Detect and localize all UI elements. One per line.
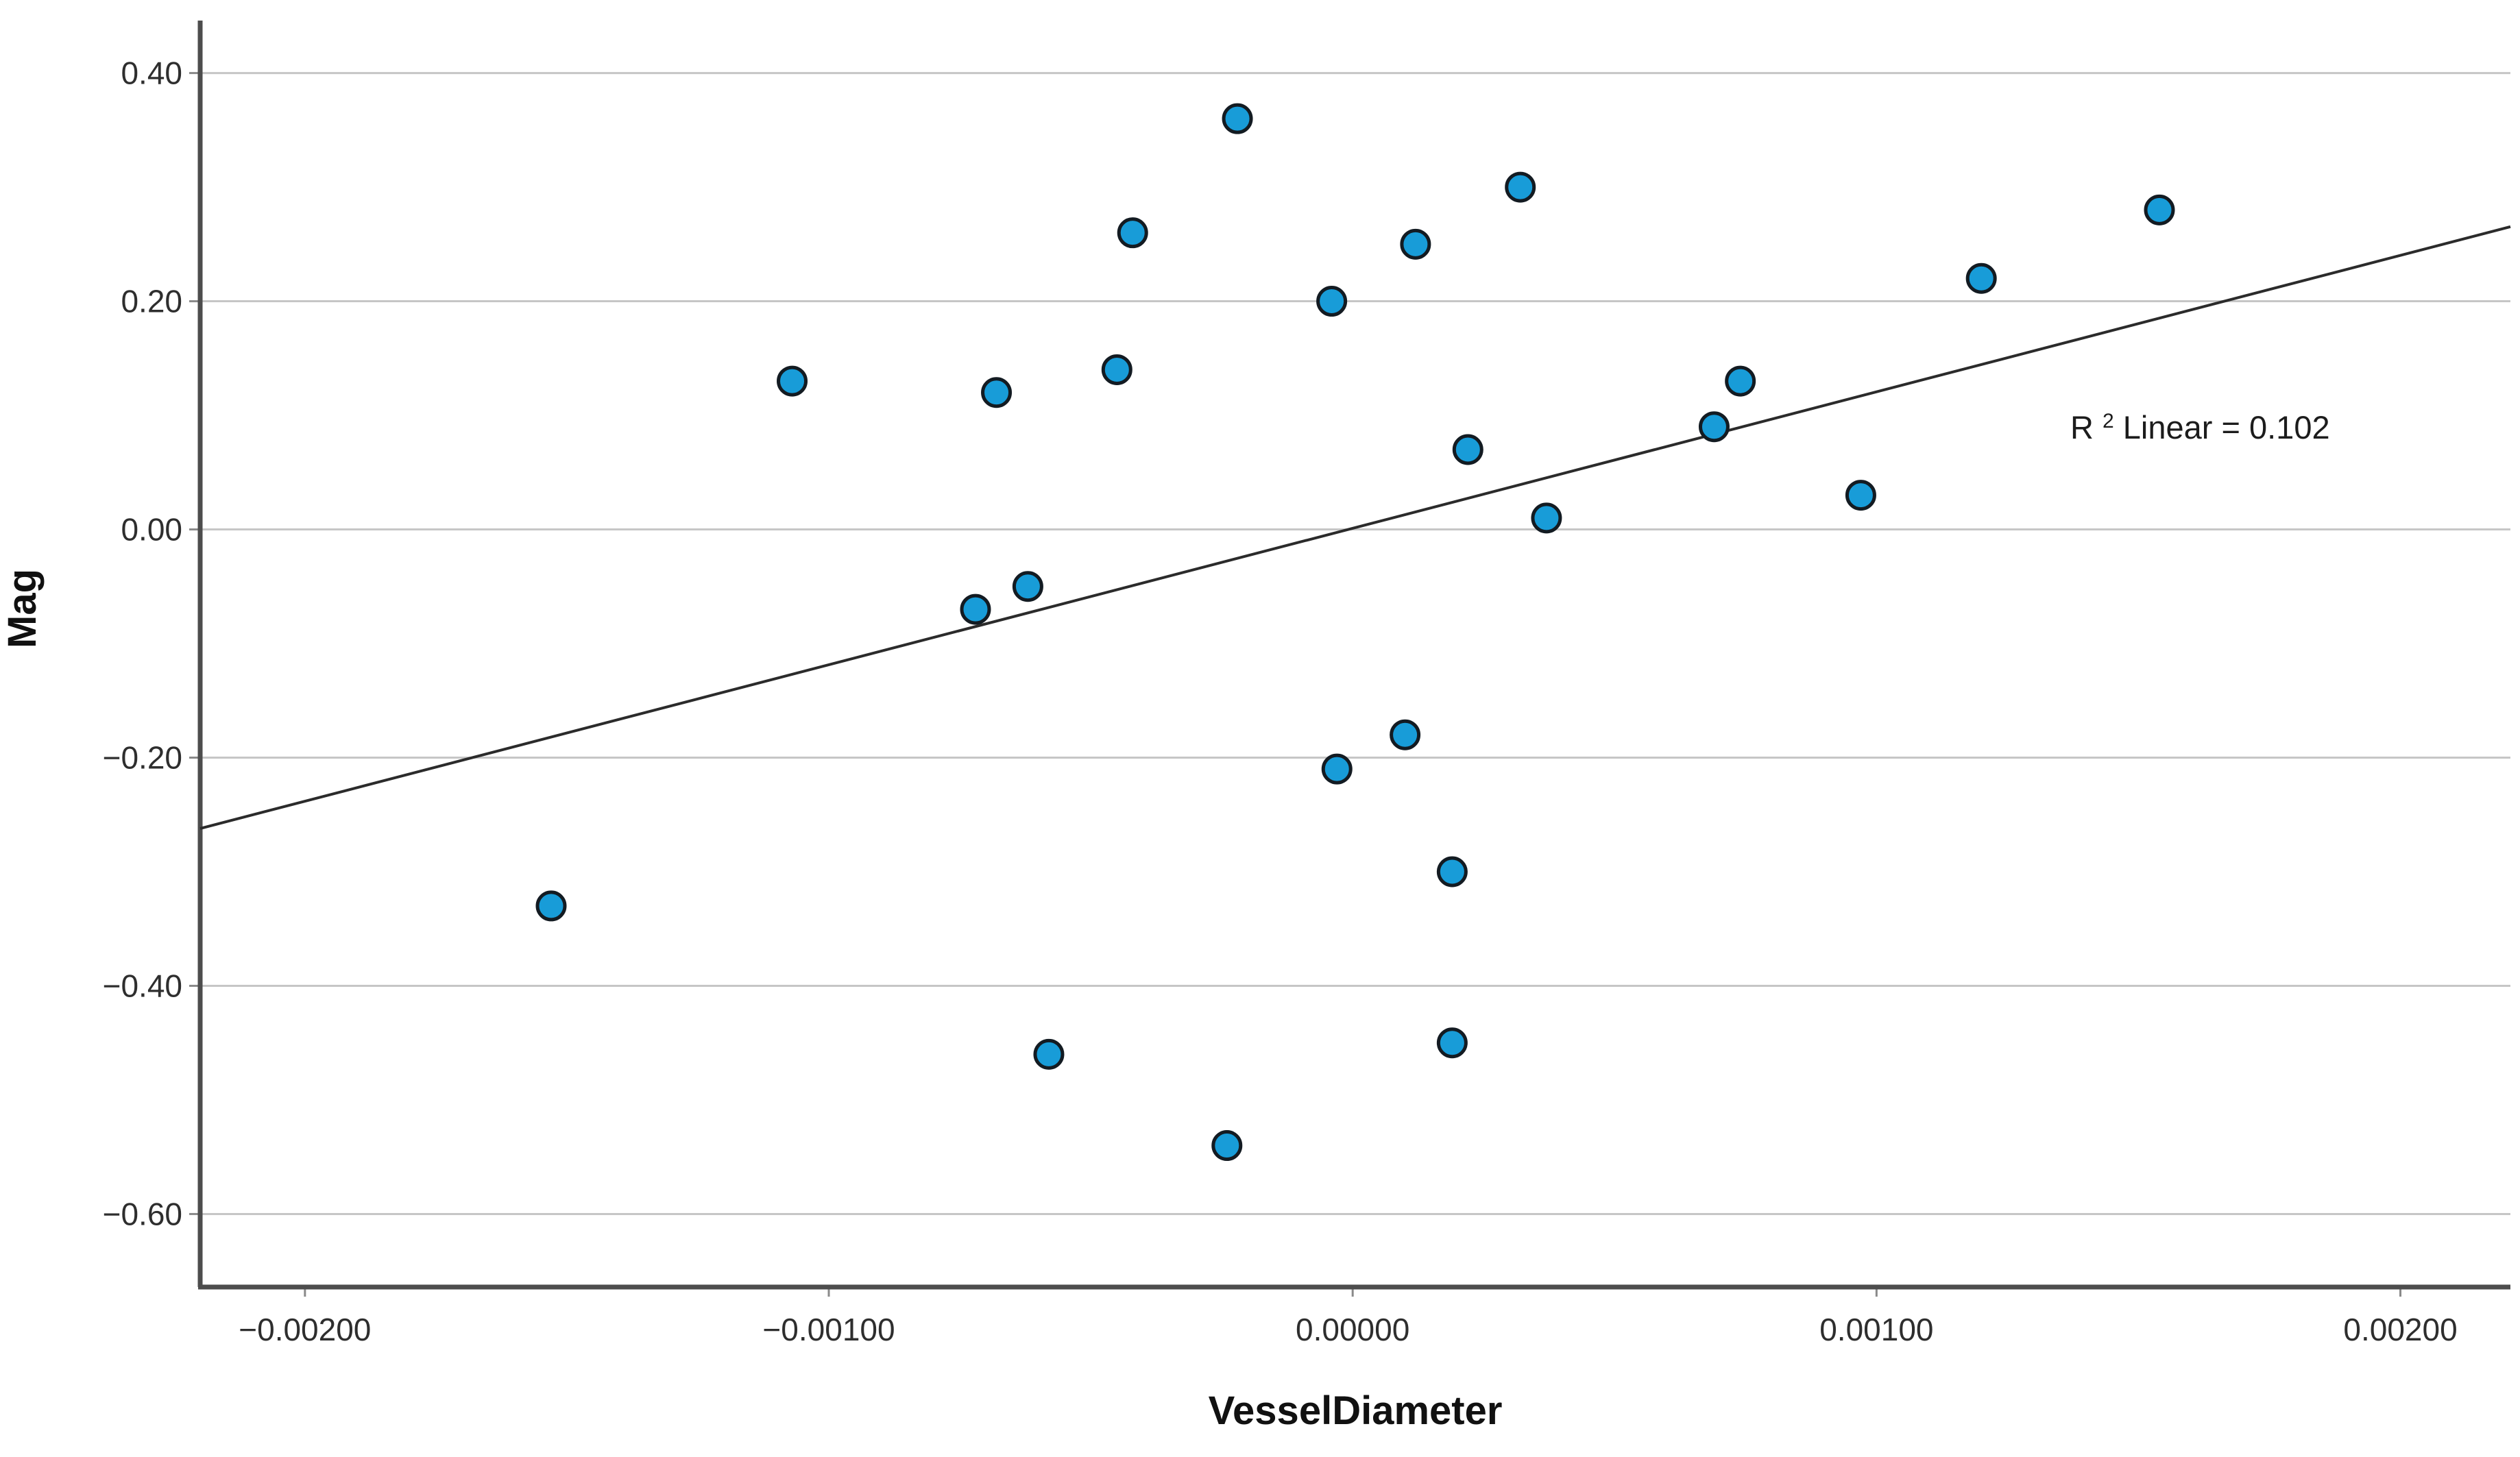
x-tick-label: −0.00200 [239,1312,371,1347]
x-tick-label: 0.00200 [2343,1312,2457,1347]
fit-line-group [199,225,2511,830]
x-tick-label: 0.00100 [1819,1312,1933,1347]
data-point [981,377,1013,408]
data-point [777,365,808,397]
r2-annotation-r: R [2070,409,2094,445]
data-point [2144,194,2175,225]
data-point [1965,262,1997,294]
axes-group [197,21,2510,1290]
y-tick-label: −0.60 [103,1196,182,1232]
x-tick-label: 0.00000 [1296,1312,1409,1347]
r-squared-annotation: R 2 Linear = 0.102 [2070,398,2330,445]
y-tick-label: 0.00 [121,512,182,548]
data-point [1698,411,1730,443]
r2-annotation-text: Linear = 0.102 [2123,409,2330,445]
y-tick-label: −0.20 [103,740,182,776]
data-point [1321,753,1353,785]
data-point [1436,856,1468,887]
y-tick-label: −0.40 [103,968,182,1003]
x-tick-label: −0.00100 [762,1312,895,1347]
data-point [1725,365,1756,397]
data-point [1436,1027,1468,1059]
data-points-group [535,103,2175,1162]
data-point [1531,502,1562,534]
y-axis-title: Mag [0,569,45,648]
gridlines-group [200,72,2510,1215]
data-point [1316,286,1348,317]
data-point [960,593,991,625]
data-point [1845,480,1876,511]
data-point [1012,571,1043,602]
y-tick-labels-group: 0.40 0.20 0.00 −0.20 −0.40 −0.60 [103,56,182,1232]
x-tick-labels-group: −0.00200 −0.00100 0.00000 0.00100 0.00200 [239,1312,2457,1347]
regression-line [199,225,2511,830]
data-point [1505,171,1536,203]
data-point [1117,217,1148,249]
data-point [1452,434,1483,465]
data-point [1390,719,1421,750]
x-axis-title: VesselDiameter [1209,1388,1503,1433]
data-point [1222,103,1253,134]
data-point [535,890,567,922]
data-point [1033,1038,1065,1070]
r2-annotation-superscript: 2 [2103,410,2114,432]
data-point [1211,1130,1243,1162]
y-tick-label: 0.40 [121,56,182,91]
data-point [1400,228,1431,260]
data-point [1101,354,1132,385]
y-tick-label: 0.20 [121,284,182,319]
